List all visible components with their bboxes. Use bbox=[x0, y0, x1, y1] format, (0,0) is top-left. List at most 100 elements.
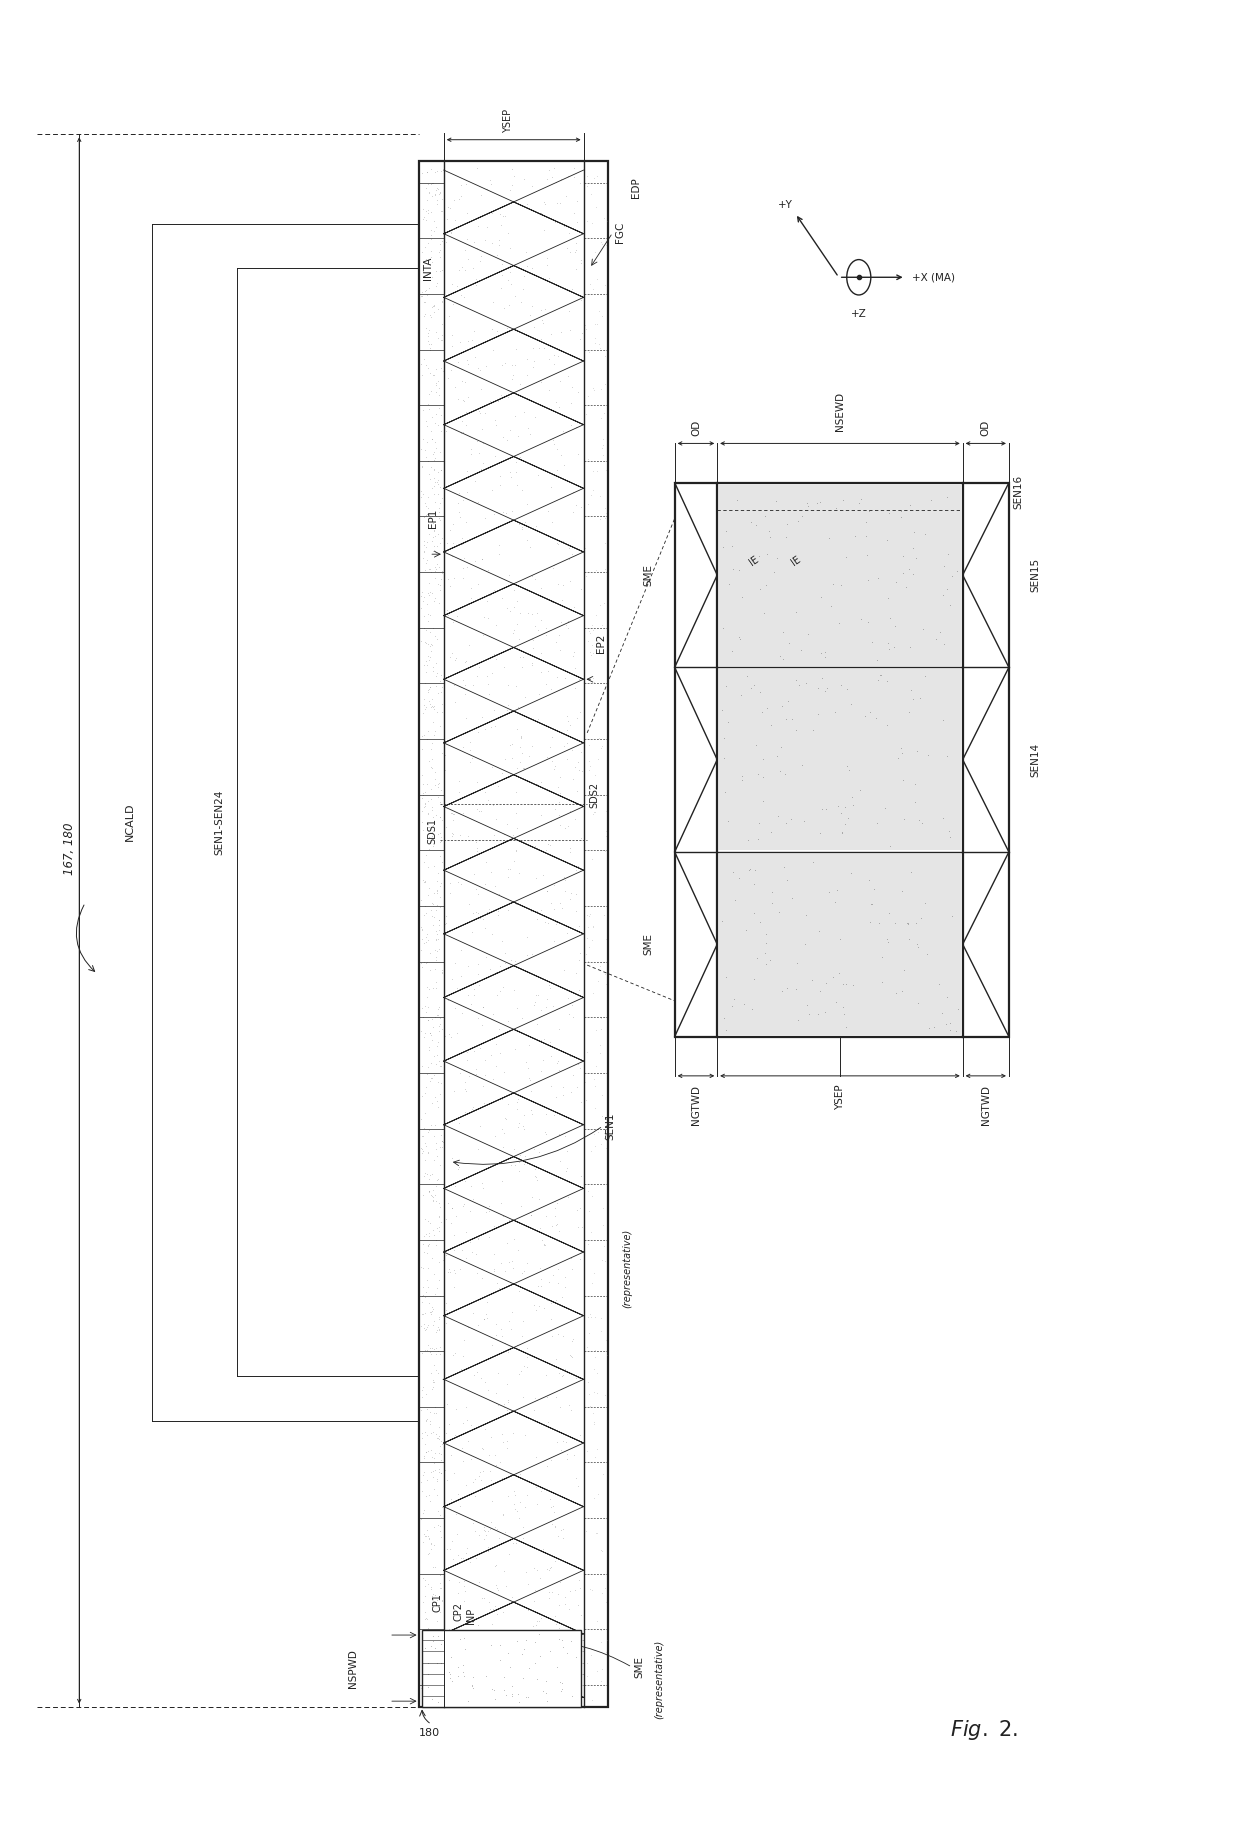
Text: (representative): (representative) bbox=[653, 1641, 665, 1719]
Point bbox=[544, 1497, 564, 1526]
Point bbox=[449, 184, 469, 213]
Point bbox=[585, 798, 605, 828]
Point bbox=[422, 775, 441, 804]
Point bbox=[423, 1334, 443, 1364]
Point bbox=[410, 1105, 430, 1134]
Point bbox=[487, 1269, 507, 1298]
Text: EP2: EP2 bbox=[595, 634, 605, 653]
Point bbox=[873, 968, 893, 997]
Point bbox=[429, 1314, 449, 1344]
Point bbox=[501, 1150, 521, 1179]
Point bbox=[506, 1480, 526, 1509]
Point bbox=[433, 698, 453, 727]
Point bbox=[498, 1387, 518, 1416]
Point bbox=[585, 323, 605, 352]
Point bbox=[433, 326, 453, 355]
Point bbox=[430, 819, 450, 848]
Point bbox=[536, 669, 556, 698]
Point bbox=[453, 733, 472, 762]
Point bbox=[419, 1178, 439, 1207]
Point bbox=[591, 1245, 611, 1274]
Point bbox=[412, 594, 432, 623]
Point bbox=[585, 1070, 605, 1099]
Point bbox=[419, 580, 439, 609]
Point bbox=[449, 498, 469, 527]
Point bbox=[430, 667, 450, 696]
Point bbox=[899, 698, 919, 727]
Point bbox=[466, 264, 486, 294]
Point bbox=[542, 675, 562, 704]
Point bbox=[415, 1564, 435, 1593]
Point bbox=[430, 711, 450, 740]
Point bbox=[590, 334, 610, 363]
Point bbox=[429, 1438, 449, 1468]
Point bbox=[419, 835, 439, 864]
Point bbox=[429, 1595, 449, 1624]
Point bbox=[518, 1683, 538, 1712]
Point bbox=[527, 1606, 547, 1635]
Point bbox=[415, 1079, 435, 1108]
Point bbox=[534, 215, 554, 244]
Point bbox=[578, 381, 598, 410]
Point bbox=[418, 1272, 438, 1302]
Point bbox=[595, 529, 615, 558]
Point bbox=[460, 1196, 480, 1225]
Point bbox=[423, 509, 443, 538]
Point bbox=[515, 1633, 534, 1663]
Point bbox=[544, 1187, 564, 1216]
Point bbox=[506, 835, 526, 864]
Point bbox=[432, 184, 451, 213]
Point bbox=[424, 536, 444, 565]
Point bbox=[506, 1628, 526, 1657]
Point bbox=[428, 994, 448, 1023]
Point bbox=[562, 1342, 582, 1371]
Point bbox=[485, 1254, 505, 1283]
Point bbox=[428, 366, 448, 396]
Point bbox=[427, 1334, 446, 1364]
Point bbox=[903, 560, 923, 589]
Point bbox=[414, 1495, 434, 1524]
Point bbox=[432, 1458, 451, 1488]
Point bbox=[558, 811, 578, 840]
Point bbox=[485, 871, 505, 901]
Point bbox=[428, 295, 448, 324]
Point bbox=[553, 1633, 573, 1663]
Point bbox=[543, 1491, 563, 1520]
Point bbox=[433, 357, 453, 386]
Point bbox=[496, 1105, 516, 1134]
Point bbox=[494, 973, 513, 1003]
Point bbox=[415, 866, 435, 895]
Point bbox=[502, 155, 522, 184]
Point bbox=[424, 472, 444, 501]
Point bbox=[564, 1041, 584, 1070]
Point bbox=[455, 1167, 475, 1196]
Point bbox=[539, 1584, 559, 1613]
Point bbox=[582, 479, 601, 509]
Point bbox=[513, 642, 533, 671]
Point bbox=[542, 507, 562, 536]
Point bbox=[756, 950, 776, 979]
Point bbox=[423, 1176, 443, 1205]
Point bbox=[423, 1088, 443, 1117]
Point bbox=[501, 855, 521, 884]
Point bbox=[484, 576, 503, 605]
Point bbox=[432, 1573, 451, 1602]
Point bbox=[475, 913, 495, 942]
Point bbox=[420, 1017, 440, 1046]
Point bbox=[580, 270, 600, 299]
Point bbox=[422, 753, 441, 782]
Point bbox=[429, 1305, 449, 1334]
Point bbox=[516, 507, 536, 536]
Point bbox=[536, 1679, 556, 1708]
Point bbox=[507, 1096, 527, 1125]
Point bbox=[415, 436, 435, 465]
Point bbox=[517, 237, 537, 266]
Point bbox=[502, 498, 522, 527]
Point bbox=[476, 942, 496, 972]
Point bbox=[547, 456, 567, 485]
Point bbox=[440, 879, 460, 908]
Point bbox=[432, 1522, 451, 1551]
Point bbox=[760, 946, 780, 975]
Point bbox=[465, 547, 485, 576]
Point bbox=[422, 729, 441, 758]
